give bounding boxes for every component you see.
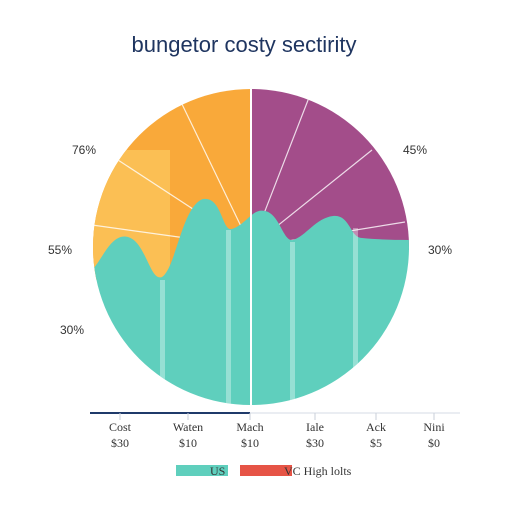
stripe (226, 230, 231, 405)
x-tick-label: Iale (306, 420, 324, 434)
x-tick-value: $10 (179, 436, 197, 450)
x-axis-ticks: Cost $30 Waten $10 Mach $10 Iale $30 Ack $5 Nini $0 (109, 413, 445, 450)
stripe (353, 228, 358, 405)
x-tick-label: Ack (366, 420, 386, 434)
x-tick-value: $10 (241, 436, 259, 450)
slice-label: 45% (403, 143, 427, 157)
x-tick-label: Nini (423, 420, 445, 434)
teal-stripes (160, 228, 358, 405)
slice-label: 55% (48, 243, 72, 257)
legend: US VC High lolts (176, 464, 352, 478)
slice-label: 30% (60, 323, 84, 337)
legend-label: VC High lolts (284, 464, 352, 478)
x-tick-value: $0 (428, 436, 440, 450)
stripe (160, 280, 165, 405)
x-tick-value: $5 (370, 436, 382, 450)
pie (93, 89, 409, 405)
slice-label: 30% (428, 243, 452, 257)
x-tick-label: Cost (109, 420, 132, 434)
legend-label: US (210, 464, 225, 478)
slice-label: 76% (72, 143, 96, 157)
x-tick-value: $30 (111, 436, 129, 450)
legend-swatch (176, 465, 228, 476)
divider-line (179, 99, 252, 248)
slice-labels: 76% 45% 55% 30% 30% (48, 143, 452, 337)
legend-swatch (240, 465, 292, 476)
x-tick-label: Waten (173, 420, 203, 434)
chart-title: bungetor costy sectirity (132, 32, 357, 57)
x-tick-label: Mach (236, 420, 263, 434)
stripe (290, 242, 295, 405)
teal-wave-area (93, 198, 409, 405)
x-tick-value: $30 (306, 436, 324, 450)
